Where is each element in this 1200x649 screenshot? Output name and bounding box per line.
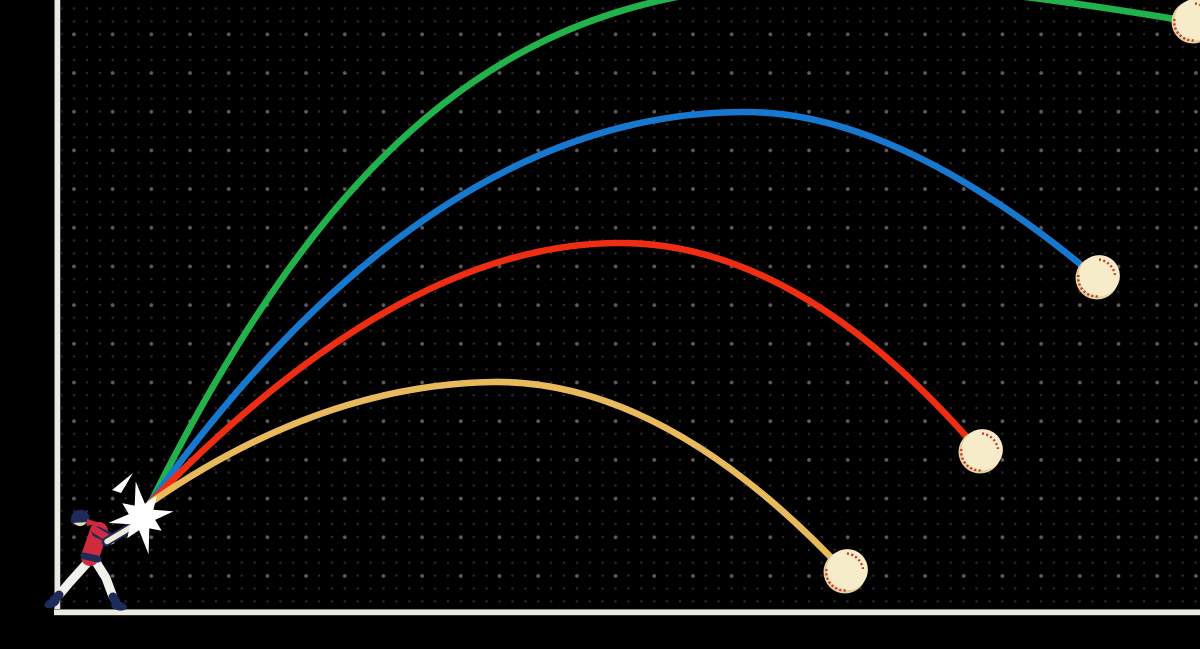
- ball-body: [826, 549, 868, 591]
- swing-speed-line: [112, 473, 133, 493]
- batter-belt: [80, 552, 102, 563]
- batter-illustration: [44, 509, 127, 611]
- x-axis: [54, 609, 1200, 616]
- batter-helmet-brim: [87, 519, 100, 526]
- baseball-marker: [958, 429, 1003, 474]
- impact-starburst: [108, 481, 174, 555]
- batter-helmet: [70, 509, 90, 523]
- trajectory-green-highest: [146, 0, 1197, 508]
- baseball-marker: [823, 549, 868, 594]
- ball-body: [1174, 0, 1200, 41]
- batter-shoe: [44, 597, 60, 609]
- ball-seam: [1098, 258, 1117, 276]
- batter-sock: [108, 592, 121, 607]
- ball-body: [1078, 255, 1120, 297]
- ball-seam: [981, 432, 1000, 450]
- ball-body: [961, 429, 1003, 471]
- baseball-marker: [1075, 255, 1120, 300]
- trajectory-blue-high: [146, 108, 1101, 507]
- batter-front-leg: [91, 557, 118, 602]
- batter-shoe: [111, 601, 127, 611]
- ball-seam: [1194, 2, 1200, 7]
- dot-grid: [60, 0, 1200, 610]
- trajectory-yellow-low: [146, 378, 849, 576]
- ball-seam: [846, 552, 865, 570]
- baseball-marker: [1171, 0, 1200, 44]
- trajectory-red-mid: [146, 239, 984, 507]
- batter-back-leg: [54, 557, 93, 600]
- y-axis: [54, 0, 61, 615]
